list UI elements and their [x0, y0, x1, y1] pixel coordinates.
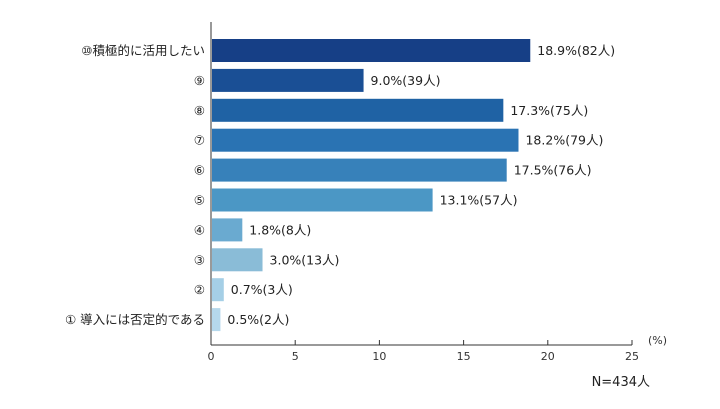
bar — [212, 188, 433, 212]
bar — [212, 98, 504, 122]
x-tick-label: 25 — [625, 350, 639, 363]
x-axis-unit-label: (%) — [648, 334, 667, 347]
category-label: ⑩積極的に活用したい — [81, 43, 205, 58]
bar — [212, 39, 531, 62]
bar — [212, 68, 364, 92]
category-label: ③ — [194, 252, 205, 267]
x-axis-ticks: 0 5 10 15 20 25 — [208, 340, 639, 363]
data-label: 9.0%(39人) — [371, 73, 441, 88]
value-labels: 18.9%(82人) 9.0%(39人) 17.3%(75人) 18.2%(79人) 1… — [227, 43, 615, 327]
category-label: ② — [194, 282, 205, 297]
category-label: ⑥ — [194, 163, 205, 178]
data-label: 13.1%(57人) — [440, 193, 518, 208]
category-label: ⑦ — [194, 133, 205, 148]
x-tick-label: 15 — [457, 350, 471, 363]
x-tick-label: 10 — [372, 350, 386, 363]
data-label: 0.5%(2人) — [227, 312, 289, 327]
data-label: 18.9%(82人) — [537, 43, 615, 58]
bar — [212, 128, 519, 152]
data-label: 0.7%(3人) — [231, 282, 293, 297]
category-label: ④ — [194, 222, 205, 237]
bar — [212, 248, 263, 272]
bars-group — [212, 39, 531, 332]
data-label: 17.5%(76人) — [514, 163, 592, 178]
bar — [212, 278, 224, 302]
bar — [212, 308, 221, 332]
x-tick-label: 5 — [292, 350, 299, 363]
data-label: 18.2%(79人) — [525, 133, 603, 148]
category-label: ⑤ — [194, 193, 205, 208]
category-label: ① 導入には否定的である — [65, 312, 205, 327]
category-labels: ⑩積極的に活用したい ⑨ ⑧ ⑦ ⑥ ⑤ ④ ③ ② ① 導入には否定的である — [65, 43, 205, 327]
category-label: ⑨ — [194, 73, 205, 88]
data-label: 1.8%(8人) — [249, 222, 311, 237]
x-tick-label: 0 — [208, 350, 215, 363]
bar — [212, 218, 243, 242]
category-label: ⑧ — [194, 103, 205, 118]
x-tick-label: 20 — [541, 350, 555, 363]
bar — [212, 158, 507, 182]
data-label: 17.3%(75人) — [510, 103, 588, 118]
data-label: 3.0%(13人) — [270, 252, 340, 267]
sample-size-note: N=434人 — [591, 375, 650, 390]
